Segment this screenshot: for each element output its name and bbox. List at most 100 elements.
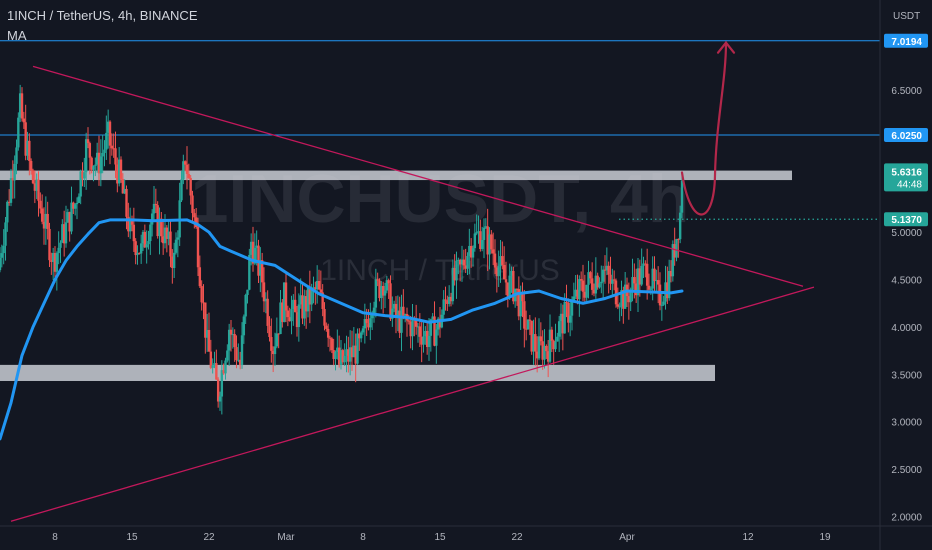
candle-body [576,289,579,300]
candle-body [171,256,174,269]
candle-body [347,349,350,362]
candle-body [479,231,482,249]
time-tick-label: 22 [511,532,523,543]
candle-body [464,265,467,269]
candle-body [75,202,79,205]
candle-body [229,329,233,335]
candle-body [174,239,178,253]
candle-body [0,257,2,271]
candle-body [546,351,550,362]
candle-body [396,310,400,318]
time-tick-label: 8 [360,532,366,543]
candle-body [180,179,183,201]
candle-body [442,299,445,315]
candle-body [334,351,337,359]
candle-body [321,292,324,310]
candle-body [112,148,115,150]
candle-body [425,330,429,348]
candle-body [13,163,16,181]
candle-body [493,253,497,268]
candle-body [68,212,71,232]
candle-body [477,231,480,233]
candle-body [389,283,392,319]
candle-body [354,345,357,364]
candle-body [72,202,75,209]
candle-body [139,243,143,254]
candle-body [449,296,453,302]
candle-body [435,329,438,346]
candle-body [97,152,101,174]
price-level-value: 7.0194 [891,37,922,48]
candle-body [567,302,570,323]
candle-body [589,272,592,279]
candle-body [128,219,132,232]
candle-body [213,363,216,366]
time-axis[interactable]: 8 15 22 Mar 8 15 22 Apr 12 19 [0,525,932,543]
candle-body [381,286,385,296]
candle-body [83,172,86,179]
price-axis[interactable]: 2.0000 2.5000 3.0000 3.5000 4.0000 4.5000 5.00… [879,0,922,550]
candle-body [81,171,84,179]
time-tick-label: 22 [203,532,215,543]
indicator-label[interactable]: MA [7,28,27,43]
candle-body [282,282,286,322]
candle-body [552,340,555,350]
candle-body [237,359,240,361]
candle-body [541,341,544,360]
candle-body [572,296,576,301]
candle-body [205,329,209,338]
candle-body [222,370,225,374]
candle-body [565,301,568,303]
symbol-title: 1INCH / TetherUS, 4h, BINANCE [7,8,198,23]
candle-body [191,195,194,214]
candle-body [424,330,427,337]
candle-body [290,309,293,322]
candle-body [658,284,662,306]
candle-body [2,245,5,254]
candle-body [209,351,213,368]
candle-body [633,277,636,284]
candle-body [117,159,121,184]
candle-body [147,241,150,245]
candle-body [488,234,491,255]
price-level-value: 6.0250 [891,131,922,142]
candle-body [196,227,200,268]
candle-body [583,291,587,298]
candle-body [259,260,262,276]
candle-body [394,303,398,318]
candle-body [391,308,394,319]
candle-body [363,319,367,329]
candle-body [422,336,425,345]
candle-body [387,280,390,284]
candle-body [134,241,137,256]
candle-body [644,263,647,265]
candle-body [614,280,618,305]
candlestick-series [0,84,684,415]
candle-body [570,300,574,316]
axis-unit-label: USDT [893,11,921,22]
candle-body [545,345,548,352]
candle-body [53,252,57,272]
candle-body [651,268,654,289]
candle-body [677,238,680,240]
candle-body [678,212,682,240]
candle-body [444,299,447,301]
price-level-tag [884,128,928,143]
price-tick-label: 5.0000 [891,228,922,239]
candle-body [350,347,354,358]
candle-body [330,338,334,351]
candle-body [504,279,508,283]
candle-body [9,178,13,203]
candle-body [303,296,306,319]
candle-body [86,139,90,144]
candle-body [275,333,279,347]
candle-body [301,295,304,319]
price-level-tag [884,212,928,227]
candle-body [607,265,610,275]
candle-body [402,306,405,316]
candle-body [455,260,458,281]
candle-body [523,301,526,329]
candle-body [15,147,18,164]
price-level-value: 5.1370 [891,215,922,226]
